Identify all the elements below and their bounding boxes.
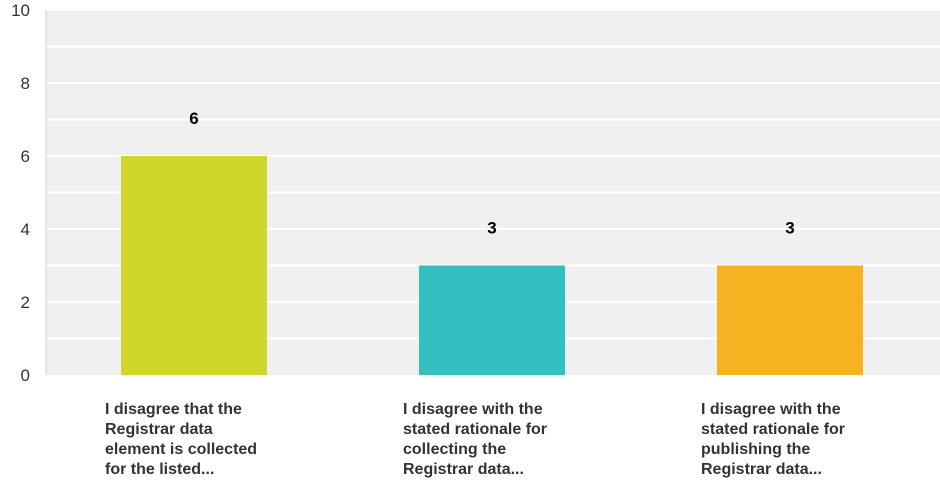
x-category-label-line: Registrar data... bbox=[403, 461, 524, 478]
data-label: 3 bbox=[487, 219, 496, 238]
y-tick-label: 10 bbox=[11, 1, 30, 20]
x-category-label: I disagree that the Registrar data element… bbox=[105, 401, 257, 478]
x-category-label-line: I disagree with the bbox=[403, 401, 543, 418]
bar[interactable] bbox=[717, 265, 863, 376]
x-category-label-line: stated rationale for bbox=[701, 421, 845, 438]
y-tick-label: 4 bbox=[21, 220, 30, 239]
data-labels: 6 3 3 bbox=[189, 109, 794, 238]
x-category-label-line: publishing the bbox=[701, 441, 810, 458]
bar[interactable] bbox=[419, 265, 565, 376]
x-category-label: I disagree with the stated rationale for c… bbox=[403, 401, 547, 478]
y-tick-label: 8 bbox=[21, 74, 30, 93]
x-category-label-line: I disagree that the bbox=[105, 401, 242, 418]
x-category-label-line: element is collected bbox=[105, 441, 257, 458]
data-label: 3 bbox=[785, 219, 794, 238]
x-category-label-line: for the listed... bbox=[105, 461, 214, 478]
y-tick-label: 6 bbox=[21, 147, 30, 166]
x-category-label: I disagree with the stated rationale for p… bbox=[701, 401, 845, 478]
bars bbox=[121, 156, 863, 375]
x-axis: I disagree that the Registrar data element… bbox=[105, 401, 845, 478]
data-label: 6 bbox=[189, 109, 198, 128]
x-category-label-line: stated rationale for bbox=[403, 421, 547, 438]
x-category-label-line: I disagree with the bbox=[701, 401, 841, 418]
x-category-label-line: collecting the bbox=[403, 441, 506, 458]
y-axis: 0 2 4 6 8 10 bbox=[11, 1, 47, 385]
y-tick-label: 0 bbox=[21, 366, 30, 385]
x-category-label-line: Registrar data... bbox=[701, 461, 822, 478]
y-tick-label: 2 bbox=[21, 293, 30, 312]
x-category-label-line: Registrar data bbox=[105, 421, 213, 438]
bar[interactable] bbox=[121, 156, 267, 375]
